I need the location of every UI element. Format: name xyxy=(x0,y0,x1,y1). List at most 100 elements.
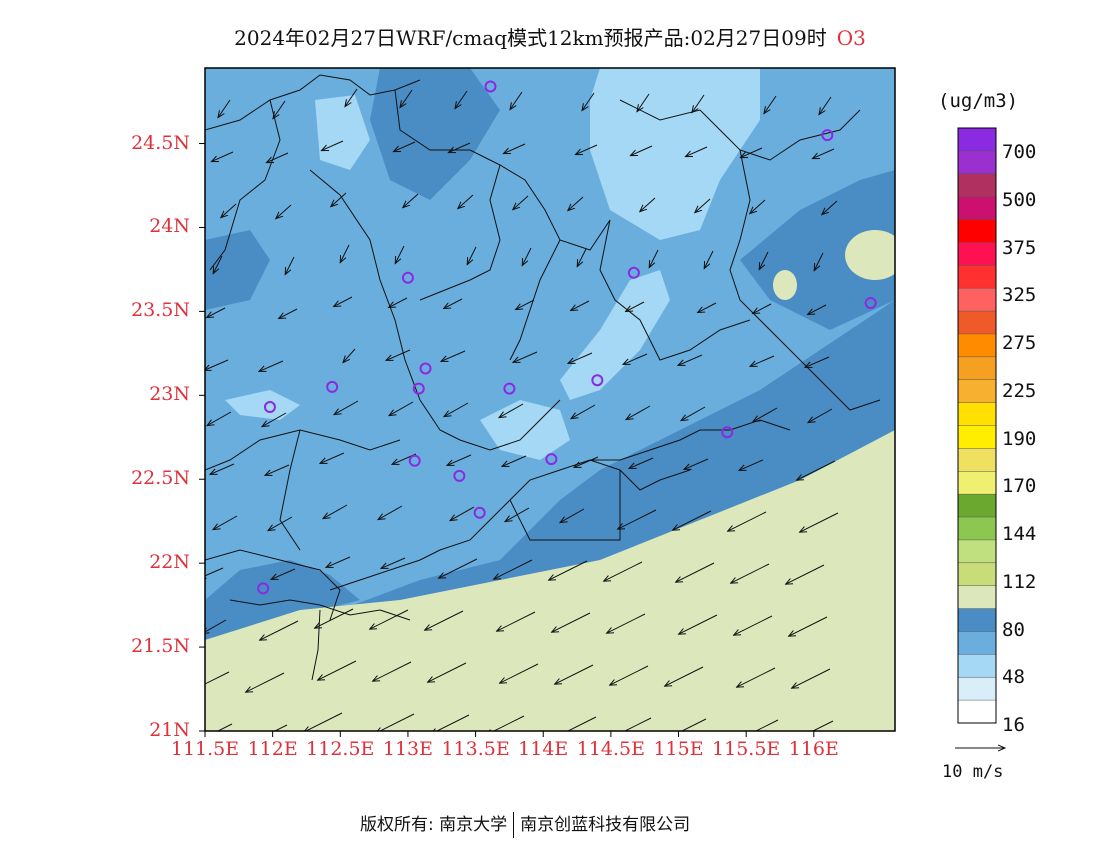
wind-arrow xyxy=(207,307,226,318)
wind-reference-label: 10 m/s xyxy=(942,762,1004,782)
colorbar-swatch xyxy=(958,425,996,449)
colorbar-swatch xyxy=(958,471,996,495)
wind-arrow xyxy=(792,668,831,688)
colorbar-swatch xyxy=(958,402,996,426)
field-sea-spot-ne1 xyxy=(845,230,895,280)
wind-arrow xyxy=(503,143,526,154)
wind-arrow xyxy=(205,671,230,685)
wind-arrow xyxy=(448,142,471,153)
wind-arrow xyxy=(623,353,648,364)
station-marker xyxy=(326,380,339,393)
colorbar-label: 48 xyxy=(1002,666,1025,689)
lon-label: 112E xyxy=(247,738,298,760)
wind-arrow xyxy=(676,562,715,582)
colorbar-swatch xyxy=(958,379,996,404)
wind-arrow xyxy=(441,350,466,361)
wind-arrow xyxy=(754,719,779,731)
lon-label: 115.5E xyxy=(712,738,781,760)
wind-arrow xyxy=(812,148,835,159)
wind-arrow xyxy=(381,557,406,568)
wind-arrow xyxy=(679,614,718,634)
boundary-line xyxy=(729,149,761,321)
station-marker xyxy=(545,453,558,466)
wind-arrow xyxy=(649,249,659,268)
wind-arrow xyxy=(266,152,289,163)
colorbar-swatch xyxy=(958,700,996,724)
station-marker xyxy=(503,382,516,395)
wind-arrow xyxy=(259,360,284,371)
wind-arrow xyxy=(692,94,705,113)
wind-arrow xyxy=(629,457,654,468)
colorbar-label: 375 xyxy=(1002,236,1037,259)
wind-arrow xyxy=(786,564,825,584)
wind-arrow xyxy=(403,193,419,208)
boundary-line xyxy=(329,499,511,591)
wind-arrow xyxy=(630,145,653,156)
wind-arrow xyxy=(698,302,717,313)
lon-label: 116E xyxy=(788,738,839,760)
lat-label: 23N xyxy=(149,383,190,406)
wind-arrow xyxy=(279,308,298,319)
colorbar-swatch xyxy=(958,494,996,518)
wind-arrow xyxy=(340,244,350,263)
colorbar-swatch xyxy=(958,333,996,358)
wind-arrow xyxy=(386,349,411,360)
wind-arrow xyxy=(552,612,591,632)
boundary-line xyxy=(205,74,421,131)
wind-arrow xyxy=(439,558,478,578)
colorbar xyxy=(957,127,997,724)
colorbar-label: 144 xyxy=(1002,523,1037,545)
boundary-line xyxy=(394,89,611,251)
boundary-line xyxy=(509,459,621,541)
wind-arrow xyxy=(568,196,584,211)
lat-label: 24.5N xyxy=(131,131,190,154)
colorbar-label: 16 xyxy=(1002,714,1025,736)
wind-arrow xyxy=(323,504,348,519)
boundary-line xyxy=(599,219,751,361)
colorbar-swatch xyxy=(958,677,996,701)
wind-arrow xyxy=(574,456,599,467)
wind-arrow xyxy=(428,662,467,682)
wind-arrow xyxy=(334,400,359,415)
footer-left: 版权所有: 南京大学 xyxy=(360,815,508,835)
lon-label: 114E xyxy=(518,738,569,760)
wind-arrow xyxy=(728,511,767,531)
wind-arrow xyxy=(370,609,409,629)
wind-arrow xyxy=(343,348,356,363)
wind-arrow xyxy=(680,718,707,731)
wind-arrow xyxy=(568,352,593,363)
wind-arrow xyxy=(450,506,475,521)
wind-arrow xyxy=(685,146,708,157)
wind-arrow xyxy=(577,248,587,267)
station-marker xyxy=(263,401,276,414)
wind-arrow xyxy=(681,406,706,421)
boundary-line xyxy=(419,399,561,451)
wind-arrow xyxy=(334,296,353,307)
boundary-line xyxy=(759,319,881,411)
colorbar-swatch xyxy=(958,517,996,541)
station-marker xyxy=(419,362,432,375)
wind-arrow xyxy=(262,412,287,427)
wind-arrow xyxy=(389,401,414,416)
wind-arrow xyxy=(213,255,223,274)
wind-arrow xyxy=(304,712,343,731)
boundary-line xyxy=(509,419,791,501)
colorbar-label: 190 xyxy=(1002,427,1037,450)
wind-arrow xyxy=(273,100,286,119)
boundary-line xyxy=(419,164,501,301)
wind-arrow xyxy=(425,610,464,630)
wind-arrow xyxy=(822,200,838,215)
wind-arrow xyxy=(210,463,235,474)
colorbar-swatch xyxy=(958,219,996,243)
lon-label: 113.5E xyxy=(441,738,510,760)
station-marker xyxy=(453,469,466,482)
field-16-48-southwest xyxy=(225,390,300,420)
wind-arrow xyxy=(221,203,237,218)
field-sea-spot-ne2 xyxy=(773,270,797,300)
field-16-48-west xyxy=(315,95,370,170)
species-label: O3 xyxy=(836,26,866,50)
wind-arrow xyxy=(750,199,766,214)
wind-arrow xyxy=(808,304,827,315)
wind-arrow xyxy=(759,251,769,270)
wind-arrow xyxy=(444,298,463,309)
